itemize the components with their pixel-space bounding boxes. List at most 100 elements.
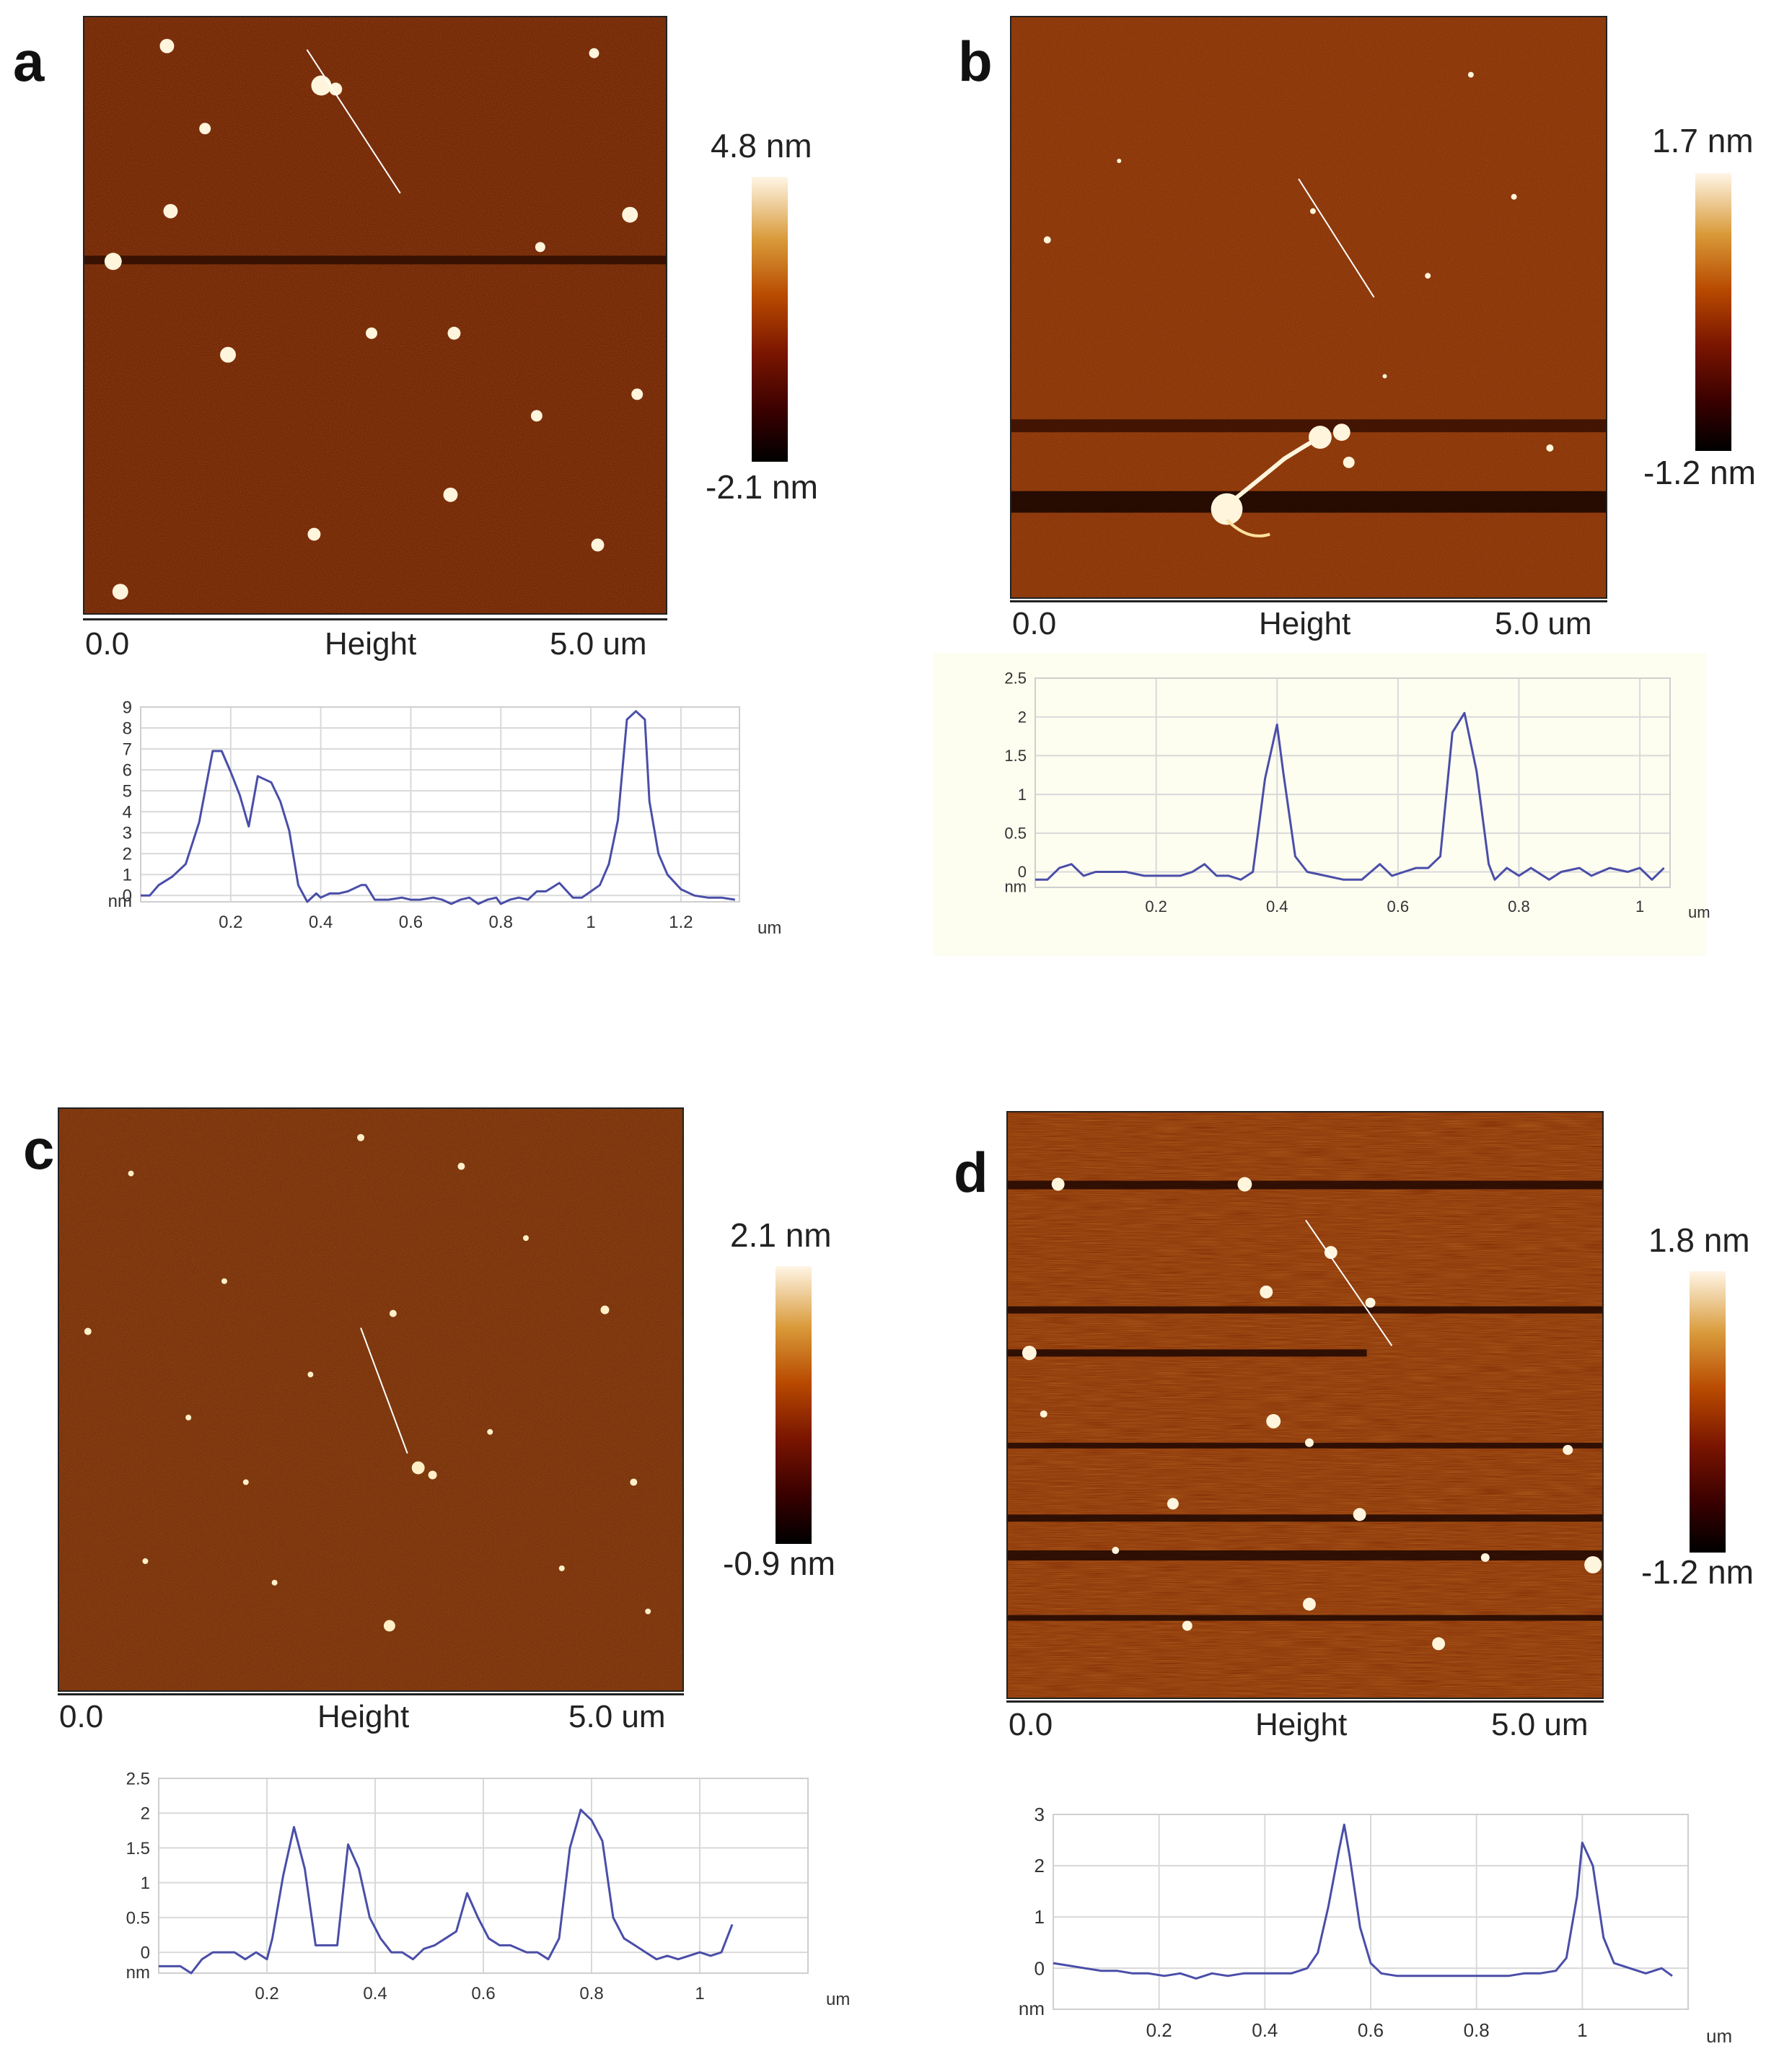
panel-letter: c <box>23 1118 55 1181</box>
afm-height-image <box>58 1107 684 1692</box>
colorbar <box>1690 1271 1726 1553</box>
height-profile-chart: 0.2 0.4 0.6 0.8 1 0 1 2 3 nm um <box>1019 1804 1732 2047</box>
colorbar-min-label: -1.2 nm <box>1641 1553 1754 1591</box>
scale-bar <box>58 1693 684 1695</box>
x-tick-label: 1 <box>1577 2019 1587 2041</box>
scale-mid-label: Height <box>1259 606 1351 641</box>
height-profile-line <box>1053 1823 1673 1980</box>
x-tick-label: 0.8 <box>1508 897 1530 916</box>
x-tick-label: 1.2 <box>669 913 693 932</box>
scale-start-label: 0.0 <box>1012 606 1057 641</box>
scale-end-label: 5.0 um <box>1495 606 1592 641</box>
plot-frame <box>1053 1814 1689 2010</box>
colorbar-max-label: 2.1 nm <box>730 1216 832 1254</box>
colorbar <box>776 1266 812 1544</box>
y-tick-label: 2 <box>141 1804 150 1824</box>
scale-start-label: 0.0 <box>1009 1707 1053 1742</box>
height-profile-chart: 0.2 0.4 0.6 0.8 1 0 0.5 1 1.5 2 2.5 nm um <box>934 653 1710 956</box>
y-tick-label: 1 <box>141 1874 150 1893</box>
x-axis-unit-label: um <box>1706 2025 1732 2047</box>
y-tick-label: 2 <box>1035 1855 1045 1876</box>
y-axis-unit-label: nm <box>126 1963 150 1983</box>
panel-letter: a <box>13 30 45 93</box>
y-tick-label: 3 <box>1035 1804 1045 1825</box>
x-tick-label: 0.2 <box>1146 2019 1172 2041</box>
afm-height-image <box>83 16 667 615</box>
y-tick-label: 0.5 <box>126 1908 150 1928</box>
x-tick-label: 0.6 <box>399 913 423 932</box>
colorbar <box>1695 173 1731 451</box>
colorbar-max-label: 1.7 nm <box>1652 122 1754 159</box>
afm-height-image <box>1010 16 1607 599</box>
x-tick-label: 0.4 <box>309 913 333 932</box>
scale-bar <box>1006 1700 1604 1703</box>
scale-end-label: 5.0 um <box>568 1699 666 1734</box>
colorbar-max-label: 4.8 nm <box>711 127 812 164</box>
y-tick-label: 2.5 <box>1004 670 1027 688</box>
scale-end-label: 5.0 um <box>1491 1707 1589 1742</box>
x-axis-unit-label: um <box>1688 903 1710 921</box>
colorbar <box>752 177 788 462</box>
afm-height-image <box>1006 1111 1604 1699</box>
x-tick-label: 0.8 <box>489 913 513 932</box>
scale-bar <box>1010 600 1607 602</box>
colorbar-min-label: -2.1 nm <box>706 468 818 506</box>
scale-mid-label: Height <box>1255 1707 1348 1742</box>
y-tick-label: 5 <box>123 782 132 802</box>
height-profile-line <box>159 1808 734 1975</box>
y-axis-unit-label: nm <box>1004 878 1027 896</box>
plot-background <box>934 653 1706 956</box>
plot-frame <box>140 706 740 903</box>
y-tick-label: 9 <box>123 698 132 717</box>
x-tick-label: 0.6 <box>471 1984 495 2003</box>
y-tick-label: 2 <box>123 845 132 864</box>
colorbar-min-label: -0.9 nm <box>723 1545 835 1582</box>
colorbar-max-label: 1.8 nm <box>1648 1221 1750 1259</box>
x-tick-label: 0.8 <box>579 1984 603 2003</box>
x-tick-label: 0.2 <box>1145 897 1167 916</box>
x-tick-label: 1 <box>586 913 595 932</box>
x-tick-label: 0.6 <box>1387 897 1410 916</box>
x-tick-label: 0.4 <box>363 1984 387 2003</box>
x-tick-label: 0.4 <box>1252 2019 1278 2041</box>
y-axis-unit-label: nm <box>108 892 132 911</box>
plot-frame <box>1035 677 1671 888</box>
y-tick-label: 2.5 <box>126 1769 150 1788</box>
scale-start-label: 0.0 <box>59 1699 104 1734</box>
y-tick-label: 1 <box>123 866 132 885</box>
panel-letter: d <box>954 1141 988 1204</box>
y-tick-label: 0 <box>141 1943 150 1962</box>
y-tick-label: 6 <box>123 760 132 780</box>
y-tick-label: 1.5 <box>1004 747 1027 765</box>
y-tick-label: 1 <box>1018 786 1027 804</box>
height-profile-line <box>141 710 736 905</box>
x-tick-label: 0.4 <box>1266 897 1288 916</box>
scale-bar <box>83 618 667 620</box>
height-profile-line <box>1035 711 1665 881</box>
panel-letter: b <box>958 30 993 93</box>
y-tick-label: 0 <box>123 887 132 906</box>
x-tick-label: 0.2 <box>255 1984 278 2003</box>
x-tick-label: 1 <box>1635 897 1644 916</box>
height-profile-chart: 0.2 0.4 0.6 0.8 1 0 0.5 1 1.5 2 2.5 nm um <box>126 1769 851 2009</box>
scale-end-label: 5.0 um <box>550 626 647 662</box>
scale-mid-label: Height <box>325 626 417 662</box>
x-tick-label: 0.2 <box>219 913 242 932</box>
y-tick-label: 2 <box>1018 708 1027 726</box>
y-tick-label: 4 <box>123 803 132 822</box>
y-tick-label: 7 <box>123 739 132 759</box>
y-tick-label: 8 <box>123 719 132 738</box>
x-tick-label: 0.6 <box>1358 2019 1384 2041</box>
x-tick-label: 1 <box>695 1984 704 2003</box>
y-tick-label: 3 <box>123 824 132 843</box>
y-tick-label: 0 <box>1018 863 1027 881</box>
plot-frame <box>158 1778 809 1974</box>
scale-start-label: 0.0 <box>85 626 130 662</box>
y-tick-label: 1 <box>1035 1906 1045 1928</box>
x-axis-unit-label: um <box>826 1990 850 2009</box>
y-axis-unit-label: nm <box>1019 1998 1045 2019</box>
y-tick-label: 1.5 <box>126 1839 150 1858</box>
x-axis-unit-label: um <box>757 918 781 938</box>
scale-mid-label: Height <box>317 1699 410 1734</box>
